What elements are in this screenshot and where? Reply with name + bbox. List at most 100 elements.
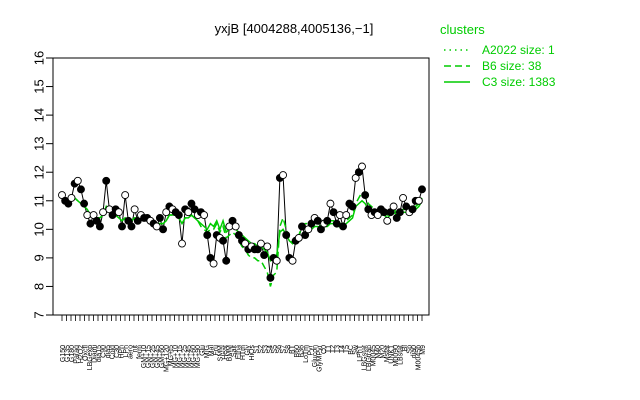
data-point — [358, 162, 366, 171]
data-point — [294, 233, 303, 242]
x-tick-label: MG+45 — [186, 345, 193, 368]
data-point — [323, 216, 332, 225]
x-tick-label: LPhT — [357, 344, 364, 361]
data-point — [266, 273, 275, 282]
data-point — [76, 185, 85, 194]
x-tick-label: LBGstat — [362, 345, 369, 370]
series-layer — [61, 164, 423, 287]
data-point — [203, 231, 212, 239]
x-tick-label: Pyr — [308, 344, 315, 355]
x-tick-label: MG+10 — [173, 345, 180, 368]
x-tick-label: T3 — [335, 345, 342, 353]
data-point — [342, 211, 351, 220]
x-tick-label: C90 — [101, 345, 108, 358]
data-point — [326, 199, 335, 208]
data-point — [313, 216, 322, 225]
data-point — [383, 216, 392, 225]
data-point — [159, 225, 168, 234]
data-point — [288, 256, 297, 265]
data-point — [118, 222, 126, 231]
data-point — [395, 208, 404, 217]
x-tick-label: LPh — [123, 345, 130, 358]
data-point — [263, 242, 272, 251]
data-point — [231, 222, 240, 231]
x-tick-label: T1 — [326, 345, 333, 353]
x-tick-label: UNK1 — [389, 345, 396, 364]
x-tick-label: G150 — [60, 345, 67, 362]
data-point — [86, 219, 95, 228]
data-point — [209, 259, 218, 268]
x-tick-label: LBstat — [398, 345, 405, 365]
x-tick-label: Diami — [92, 345, 99, 363]
x-tick-label: C30 — [114, 345, 121, 358]
y-tick-label-9: 9 — [31, 254, 46, 261]
data-point — [127, 222, 136, 231]
x-tick-label: MG+60 — [191, 345, 198, 368]
data-point — [178, 239, 186, 248]
x-tick-label: M0090 — [393, 345, 400, 367]
x-tick-label: Etha — [236, 345, 243, 360]
x-tick-label: GM+10 — [141, 345, 148, 368]
x-tick-label: Paraq — [74, 345, 81, 364]
x-tick-label: GM+60 — [159, 345, 166, 368]
series-line-b6 — [62, 190, 423, 287]
x-tick-label: S7 — [281, 345, 288, 354]
data-point — [282, 231, 291, 239]
legend-label-c3: C3 size: 1383 — [482, 75, 556, 89]
data-point — [260, 251, 269, 259]
x-tick-label: ferm — [137, 345, 144, 359]
data-point — [272, 256, 281, 265]
legend-label-b6: B6 size: 38 — [482, 59, 542, 73]
x-tick-label: dia0 — [411, 345, 418, 358]
x-tick-label: dia5 — [105, 345, 112, 358]
x-tick-label: M0045b — [416, 345, 423, 370]
x-tick-label: nit — [132, 345, 139, 352]
x-tick-label: B60 — [294, 345, 301, 358]
x-tick-label: S1 — [254, 345, 261, 354]
data-point — [95, 222, 104, 231]
x-tick-label: SMM — [218, 345, 225, 362]
x-tick-label: Glu — [200, 345, 207, 356]
x-tick-label: LBGtran — [366, 345, 373, 371]
data-point — [348, 202, 357, 211]
x-tick-label: B36 — [299, 345, 306, 358]
x-tick-label: MG+15 — [177, 345, 184, 368]
chart-title: yxjB [4004288,4005136,−1] — [215, 21, 374, 36]
data-point — [329, 208, 338, 217]
x-tick-label: Fru — [213, 345, 220, 356]
data-point — [130, 205, 139, 214]
data-point — [200, 211, 209, 220]
y-tick-label-7: 7 — [31, 311, 46, 318]
y-tick-label-15: 15 — [31, 79, 46, 93]
x-tick-label: S6 — [276, 345, 283, 354]
y-tick-label-16: 16 — [31, 51, 46, 65]
x-tick-label: dia15 — [96, 345, 103, 362]
data-point — [67, 193, 76, 202]
data-point — [399, 193, 407, 202]
x-tick-label: T5 — [344, 345, 351, 353]
x-tick-label: GlyMPyr — [317, 344, 324, 372]
data-point — [257, 239, 265, 248]
data-point — [298, 222, 306, 231]
y-tick-label-12: 12 — [31, 165, 46, 179]
x-tick-label: M40 — [375, 345, 382, 359]
data-point — [174, 211, 183, 220]
x-tick-label: C0 — [321, 345, 328, 354]
x-tick-label: S3 — [263, 345, 270, 354]
x-tick-label: T2 — [330, 345, 337, 353]
x-tick-label: Glucon — [312, 345, 319, 367]
x-tick-label: M0045 — [371, 345, 378, 367]
x-tick-label: S5 — [272, 345, 279, 354]
data-point — [155, 213, 164, 222]
data-point — [219, 236, 228, 245]
x-axis-ticks: G150G135G180ParaqH2O2OxctlLBGexpDiamidia… — [60, 315, 427, 372]
x-tick-label: M/G — [204, 345, 211, 358]
series-line-observed — [61, 164, 423, 278]
x-tick-label: MG+25 — [182, 345, 189, 368]
y-tick-label-8: 8 — [31, 283, 46, 290]
x-tick-label: Sp — [407, 345, 414, 354]
x-tick-label: HPh — [119, 345, 126, 359]
data-point — [418, 185, 426, 194]
x-tick-label: Salt — [231, 345, 238, 357]
